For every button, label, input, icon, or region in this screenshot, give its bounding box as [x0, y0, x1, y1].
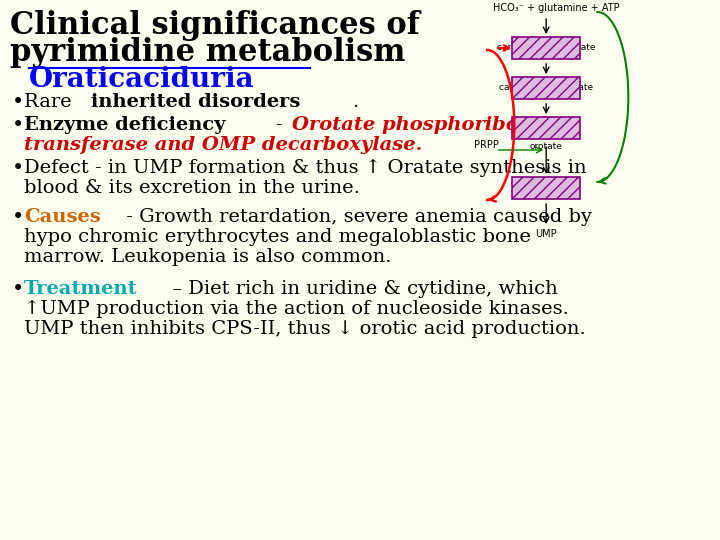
Text: dihydroorotate: dihydroorotate [513, 124, 580, 132]
Bar [513, 117, 580, 139]
Text: HCO₃⁻ + glutamine + ATP: HCO₃⁻ + glutamine + ATP [493, 3, 620, 13]
Text: Causes: Causes [24, 208, 101, 226]
Text: Enzyme deficiency: Enzyme deficiency [24, 116, 226, 134]
Text: PRPP: PRPP [474, 140, 498, 150]
Bar [513, 37, 580, 59]
Text: •: • [12, 208, 24, 227]
Text: - Growth retardation, severe anemia caused by: - Growth retardation, severe anemia caus… [120, 208, 592, 226]
Text: pyrimidine metabolism: pyrimidine metabolism [9, 37, 405, 68]
Text: UMP: UMP [536, 229, 557, 239]
Text: OMP: OMP [536, 184, 557, 192]
Text: •: • [12, 159, 24, 178]
Text: -: - [276, 116, 289, 134]
Text: Clinical significances of: Clinical significances of [9, 10, 420, 41]
Text: blood & its excretion in the urine.: blood & its excretion in the urine. [24, 179, 360, 197]
Text: Defect - in UMP formation & thus ↑ Oratate synthesis in: Defect - in UMP formation & thus ↑ Orata… [24, 159, 587, 177]
Text: Orotate phosphoribosyl: Orotate phosphoribosyl [292, 116, 548, 134]
Text: UMP then inhibits CPS-II, thus ↓ orotic acid production.: UMP then inhibits CPS-II, thus ↓ orotic … [24, 320, 586, 338]
Text: •: • [12, 93, 24, 112]
Text: inherited disorders: inherited disorders [91, 93, 301, 111]
Text: – Diet rich in uridine & cytidine, which: – Diet rich in uridine & cytidine, which [166, 280, 558, 298]
Text: •: • [12, 280, 24, 299]
Text: Oraticaciduria: Oraticaciduria [29, 66, 255, 93]
Text: transferase and OMP decarboxylase.: transferase and OMP decarboxylase. [24, 136, 423, 154]
Text: •: • [12, 116, 24, 135]
Text: hypo chromic erythrocytes and megaloblastic bone: hypo chromic erythrocytes and megaloblas… [24, 228, 531, 246]
Text: Rare: Rare [24, 93, 78, 111]
Text: carbamoyl phosphate: carbamoyl phosphate [497, 44, 595, 52]
Bar [513, 77, 580, 99]
Text: ↑UMP production via the action of nucleoside kinases.: ↑UMP production via the action of nucleo… [24, 300, 569, 318]
Bar [513, 177, 580, 199]
Text: marrow. Leukopenia is also common.: marrow. Leukopenia is also common. [24, 248, 392, 266]
Text: carbamoyl aspartate: carbamoyl aspartate [499, 84, 593, 92]
Text: .: . [353, 93, 359, 111]
Text: Treatment: Treatment [24, 280, 138, 298]
Text: orotate: orotate [530, 142, 562, 151]
